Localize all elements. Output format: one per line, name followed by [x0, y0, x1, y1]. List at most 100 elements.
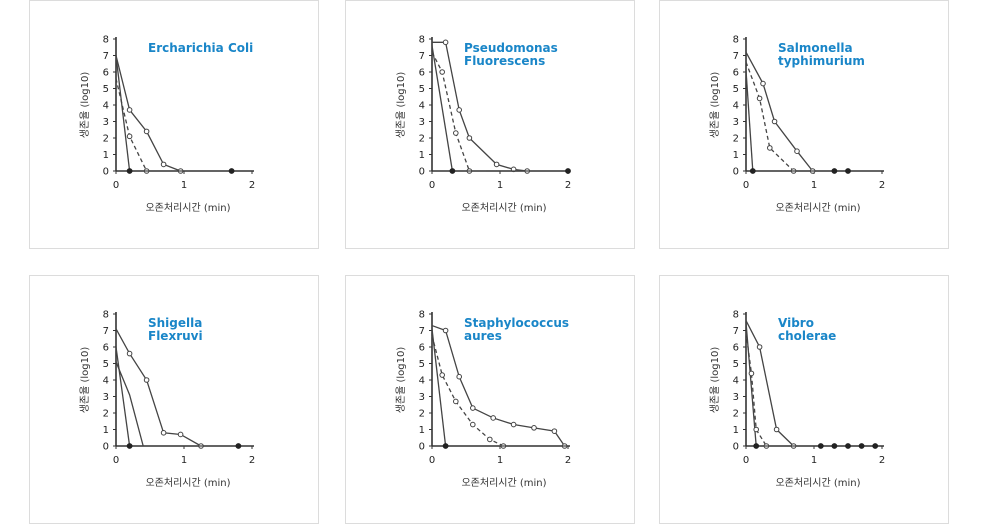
data-point	[143, 377, 150, 383]
x-tick-label: 0	[113, 455, 119, 466]
y-tick-label: 5	[419, 84, 425, 95]
y-tick-label: 1	[733, 150, 739, 161]
chart-panel-shigella: 0 1 2 3 4 5 6 7 8 0 1 2 오존처리시간 (min) 생존율 (log10) Shige…	[29, 275, 319, 524]
y-tick-label: 7	[419, 51, 425, 62]
y-tick-label: 7	[103, 326, 109, 337]
data-point	[126, 350, 133, 357]
y-tick-label: 2	[103, 134, 109, 145]
y-tick-label: 7	[419, 326, 425, 337]
x-tick-label: 1	[181, 180, 187, 191]
y-axis-label: 생존율 (log10)	[709, 72, 721, 139]
data-point	[773, 426, 780, 433]
data-point	[126, 443, 133, 449]
y-tick-label: 8	[733, 35, 739, 46]
y-tick-label: 5	[733, 359, 739, 370]
chart-title: typhimurium	[778, 54, 865, 68]
data-point	[753, 426, 759, 433]
series-line	[115, 55, 131, 172]
data-point	[228, 168, 235, 174]
chart-svg: 0 1 2 3 4 5 6 7 8 0 1 2 오존처리시간 (min) 생존율 (log10) Staph…	[395, 310, 571, 490]
chart-title: Shigella	[148, 316, 202, 330]
chart-svg: 0 1 2 3 4 5 6 7 8 0 1 2 오존처리시간 (min) 생존율 (log10) Pseud…	[395, 35, 571, 215]
chart-title: Vibro	[778, 316, 814, 330]
series-line	[745, 332, 767, 447]
data-point	[551, 428, 558, 434]
data-point	[817, 443, 824, 449]
y-tick-label: 6	[733, 68, 739, 79]
x-axis-label: 오존처리시간 (min)	[145, 202, 230, 214]
data-point	[160, 161, 167, 168]
chart-title: Salmonella	[778, 41, 853, 55]
data-point	[845, 168, 851, 174]
chart-title: Pseudomonas	[464, 41, 558, 55]
data-point	[442, 39, 449, 46]
chart-svg: 0 1 2 3 4 5 6 7 8 0 1 2 오존처리시간 (min) 생존율 (log10) Ercha…	[79, 35, 255, 215]
data-point	[442, 327, 449, 334]
chart-title: Staphylococcus	[464, 316, 569, 330]
y-tick-label: 1	[419, 425, 425, 436]
chart-panel-pseudomonas: 0 1 2 3 4 5 6 7 8 0 1 2 오존처리시간 (min) 생존율 (log10) Pseud…	[345, 0, 635, 249]
chart-panel-vibrio: 0 1 2 3 4 5 6 7 8 0 1 2 오존처리시간 (min) 생존율 (log10) Vibro…	[659, 275, 949, 524]
data-point	[143, 128, 150, 135]
y-axis-label: 생존율 (log10)	[79, 347, 91, 414]
y-tick-label: 3	[733, 117, 739, 128]
y-tick-label: 4	[733, 101, 739, 112]
y-tick-label: 2	[419, 409, 425, 420]
x-tick-label: 0	[113, 180, 119, 191]
x-tick-label: 0	[429, 180, 435, 191]
x-tick-label: 2	[249, 180, 255, 191]
data-point	[442, 443, 449, 449]
y-tick-label: 7	[733, 51, 739, 62]
x-axis-label: 오존처리시간 (min)	[775, 202, 860, 214]
data-point	[126, 168, 133, 174]
y-tick-label: 8	[103, 35, 109, 46]
data-point	[470, 405, 476, 411]
series-line	[431, 45, 454, 172]
data-point	[831, 443, 838, 449]
series-line	[115, 346, 131, 447]
y-tick-label: 1	[103, 150, 109, 161]
x-axis-label: 오존처리시간 (min)	[461, 202, 546, 214]
data-point	[756, 95, 763, 102]
x-tick-label: 0	[743, 180, 749, 191]
x-tick-label: 2	[565, 180, 571, 191]
data-point	[493, 161, 500, 168]
data-point	[470, 421, 476, 428]
chart-svg: 0 1 2 3 4 5 6 7 8 0 1 2 오존처리시간 (min) 생존율 (log10) Vibro…	[709, 310, 885, 490]
data-point	[767, 145, 773, 151]
y-tick-label: 1	[419, 150, 425, 161]
chart-title: aures	[464, 329, 502, 343]
chart-panel-staphylococcus: 0 1 2 3 4 5 6 7 8 0 1 2 오존처리시간 (min) 생존율 (log10) Staph…	[345, 275, 635, 524]
y-tick-label: 0	[733, 442, 739, 453]
x-tick-label: 0	[743, 455, 749, 466]
y-tick-label: 7	[733, 326, 739, 337]
y-tick-label: 6	[103, 343, 109, 354]
chart-title: Fluorescens	[464, 54, 545, 68]
data-point	[160, 430, 167, 436]
y-tick-label: 0	[419, 442, 425, 453]
series-line	[431, 324, 566, 447]
y-tick-label: 0	[733, 167, 739, 178]
chart-panel-salmonella: 0 1 2 3 4 5 6 7 8 0 1 2 오존처리시간 (min) 생존율 (log10) Salmo…	[659, 0, 949, 249]
y-tick-label: 2	[419, 134, 425, 145]
series-line	[115, 361, 144, 447]
x-tick-label: 1	[181, 455, 187, 466]
x-tick-label: 2	[879, 180, 885, 191]
data-point	[456, 107, 462, 113]
series-line	[745, 61, 795, 172]
data-point	[439, 69, 445, 75]
y-tick-label: 3	[419, 117, 425, 128]
chart-title: Flexruvi	[148, 329, 203, 343]
data-point	[749, 168, 756, 174]
y-tick-label: 8	[103, 310, 109, 321]
y-tick-label: 5	[103, 359, 109, 370]
y-tick-label: 6	[103, 68, 109, 79]
data-point	[177, 431, 184, 438]
data-point	[449, 168, 456, 174]
data-point	[453, 398, 459, 405]
x-axis-label: 오존처리시간 (min)	[775, 477, 860, 489]
data-point	[126, 107, 133, 113]
data-point	[872, 443, 879, 449]
y-tick-label: 3	[103, 117, 109, 128]
x-tick-label: 2	[879, 455, 885, 466]
